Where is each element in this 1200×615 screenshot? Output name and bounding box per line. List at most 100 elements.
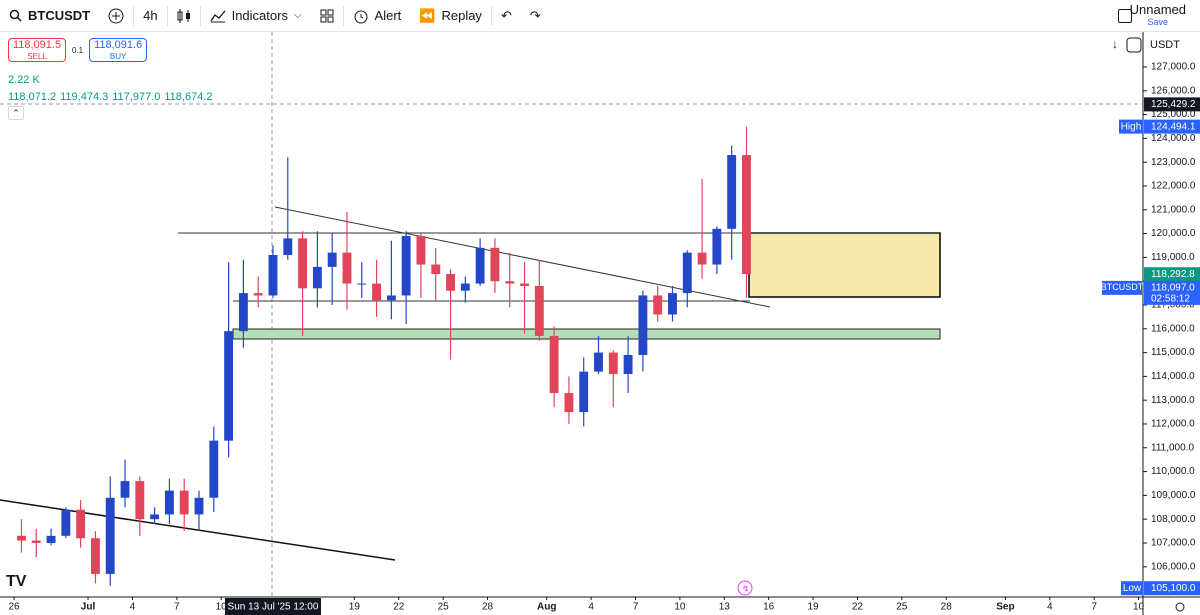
crosshair-price-bg bbox=[1144, 97, 1200, 112]
indicators-label: Indicators bbox=[231, 8, 288, 23]
low-value: 117,977.0 bbox=[112, 91, 161, 103]
candle-icon bbox=[177, 8, 190, 23]
legend: 2.22 K 118,071.2 119,474.3 117,977.0 118,67… bbox=[8, 72, 217, 120]
scroll-down-icon[interactable]: ↓ bbox=[1112, 37, 1118, 51]
buy-label: BUY bbox=[109, 52, 127, 61]
candle-body bbox=[283, 238, 293, 256]
indicators-button[interactable]: Indicators ⌵ bbox=[201, 0, 311, 32]
low-price-bg bbox=[1144, 581, 1200, 596]
candle-body bbox=[238, 293, 248, 332]
candle-body bbox=[697, 252, 707, 265]
candle-body bbox=[534, 285, 544, 336]
layout-icon[interactable] bbox=[1118, 9, 1132, 23]
candle-body bbox=[253, 293, 263, 296]
search-icon bbox=[9, 9, 22, 22]
candle-body bbox=[505, 281, 515, 284]
y-tick-label: 110,000.0 bbox=[1151, 466, 1195, 477]
ohlc-values: 118,071.2 119,474.3 117,977.0 118,674.2 bbox=[8, 89, 217, 106]
candle-body bbox=[682, 252, 692, 294]
sell-button[interactable]: 118,091.5 SELL bbox=[8, 38, 66, 62]
candle-body bbox=[431, 264, 441, 275]
y-tick-label: 112,000.0 bbox=[1151, 419, 1195, 430]
y-tick-label: 115,000.0 bbox=[1151, 347, 1195, 358]
x-tick-label: 19 bbox=[807, 602, 819, 613]
x-tick-label: Sep bbox=[996, 602, 1014, 613]
chart-type-button[interactable] bbox=[168, 0, 200, 32]
y-tick-label: 116,000.0 bbox=[1151, 323, 1195, 334]
low-tag-bg bbox=[1121, 581, 1143, 596]
currency-label[interactable]: USDT bbox=[1150, 39, 1180, 51]
y-tick-label: 109,000.0 bbox=[1151, 490, 1196, 501]
symbol-search[interactable]: BTCUSDT bbox=[0, 0, 99, 32]
x-tick-label: 10 bbox=[216, 602, 228, 613]
x-tick-label: 28 bbox=[941, 602, 953, 613]
candle-body bbox=[490, 247, 500, 282]
high-value: 119,474.3 bbox=[60, 91, 109, 103]
countdown: 02:58:12 bbox=[1151, 294, 1190, 305]
x-tick-label: 26 bbox=[8, 602, 20, 613]
high-price-bg bbox=[1144, 119, 1200, 134]
crosshair-price: 125,429.2 bbox=[1151, 99, 1196, 110]
x-tick-label: 22 bbox=[852, 602, 864, 613]
y-tick-label: 119,000.0 bbox=[1151, 252, 1195, 263]
undo-button[interactable]: ↶ bbox=[492, 0, 521, 32]
x-tick-label: 13 bbox=[719, 602, 731, 613]
y-tick-label: 120,000.0 bbox=[1151, 228, 1196, 239]
crosshair-time: Sun 13 Jul '25 12:00 bbox=[228, 602, 319, 613]
candle-body bbox=[194, 497, 204, 515]
candle-body bbox=[653, 295, 663, 315]
x-tick-label: 4 bbox=[588, 602, 594, 613]
rectangle-zone[interactable] bbox=[748, 232, 941, 298]
interval: 4h bbox=[143, 8, 158, 23]
x-tick-label: 7 bbox=[1091, 602, 1097, 613]
compare-button[interactable] bbox=[99, 0, 133, 32]
undo-icon: ↶ bbox=[500, 7, 512, 23]
candle-body bbox=[460, 283, 470, 291]
candle-body bbox=[209, 440, 219, 498]
events-bolt: ↯ bbox=[742, 583, 750, 593]
support-zone[interactable] bbox=[232, 328, 941, 340]
redo-button[interactable]: ↷ bbox=[521, 0, 550, 32]
candle-body bbox=[475, 247, 485, 284]
symbol-tag: BTCUSDT bbox=[1101, 282, 1144, 292]
candle-body bbox=[712, 228, 722, 265]
current-price: 118,097.0 bbox=[1151, 283, 1195, 294]
x-tick-label: Jul bbox=[81, 602, 96, 613]
open-value: 118,071.2 bbox=[8, 91, 57, 103]
plus-icon bbox=[108, 8, 124, 23]
replay-icon: ⏪ bbox=[419, 7, 436, 23]
time-settings-icon[interactable] bbox=[1175, 602, 1185, 612]
logo: TV bbox=[6, 573, 27, 590]
y-tick-label: 113,000.0 bbox=[1151, 395, 1195, 406]
y-tick-label: 126,000.0 bbox=[1151, 85, 1196, 96]
interval-button[interactable]: 4h bbox=[134, 0, 166, 32]
buy-button[interactable]: 118,091.6 BUY bbox=[89, 38, 148, 62]
replay-button[interactable]: ⏪ Replay bbox=[410, 0, 491, 32]
x-tick-label: Aug bbox=[537, 602, 556, 613]
x-tick-label: 28 bbox=[482, 602, 494, 613]
y-tick-label: 108,000.0 bbox=[1151, 514, 1196, 525]
buy-price: 118,091.6 bbox=[94, 39, 143, 51]
collapse-button[interactable]: ⌃ bbox=[8, 106, 24, 120]
candle-body bbox=[120, 481, 130, 498]
x-tick-label: 22 bbox=[393, 602, 405, 613]
settings-icon[interactable] bbox=[1126, 37, 1142, 53]
save-block[interactable]: Unnamed Save bbox=[1130, 3, 1186, 28]
high-tag-bg bbox=[1119, 119, 1143, 134]
layouts-button[interactable] bbox=[311, 0, 343, 32]
x-tick-label: 16 bbox=[763, 602, 775, 613]
alert-button[interactable]: Alert bbox=[344, 0, 411, 32]
separator bbox=[490, 5, 492, 26]
replay-label: Replay bbox=[441, 8, 482, 23]
grid-icon bbox=[320, 9, 334, 22]
y-tick-label: 106,000.0 bbox=[1151, 561, 1196, 572]
events-icon[interactable] bbox=[737, 580, 753, 596]
y-tick-label: 123,000.0 bbox=[1151, 157, 1196, 168]
separator bbox=[133, 5, 135, 26]
candle-body bbox=[742, 155, 751, 275]
candle-body bbox=[342, 252, 352, 284]
candle-body bbox=[579, 371, 589, 413]
candle-body bbox=[61, 509, 71, 536]
